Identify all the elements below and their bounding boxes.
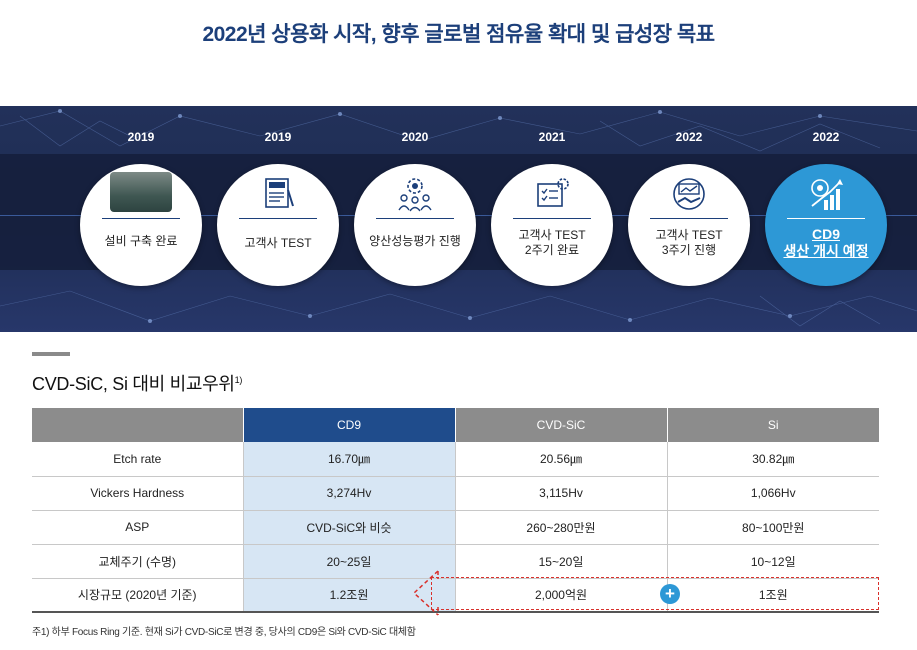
section-accent-bar — [32, 352, 70, 356]
comparison-table: CD9 CVD-SiC Si Etch rate 16.70㎛ 20.56㎛ 3… — [32, 408, 879, 613]
cvd-sic-cell: 20.56㎛ — [454, 442, 667, 477]
cvd-sic-cell: 260~280만원 — [454, 510, 667, 545]
table-header-row: CD9 CVD-SiC Si — [32, 408, 879, 442]
table-row: Etch rate 16.70㎛ 20.56㎛ 30.82㎛ — [32, 442, 879, 477]
page-title: 2022년 상용화 시작, 향후 글로벌 점유율 확대 및 급성장 목표 — [202, 23, 715, 46]
table-row: ASP CVD-SiC와 비슷 260~280만원 80~100만원 — [32, 510, 879, 545]
row-label: Vickers Hardness — [32, 476, 243, 511]
equipment-photo — [110, 172, 172, 212]
milestone-divider — [513, 218, 591, 219]
test-document-icon — [265, 178, 294, 208]
footnote: 주1) 하부 Focus Ring 기준. 현재 Si가 CVD-SiC로 변경… — [32, 627, 416, 638]
year-label: 2020 — [401, 130, 429, 144]
milestone-cd9-production: CD9 생산 개시 예정 — [765, 164, 887, 286]
table-row: 시장규모 (2020년 기준) 1.2조원 2,000억원 1조원 — [32, 578, 879, 613]
milestone-divider — [650, 218, 728, 219]
si-cell: 80~100만원 — [666, 510, 879, 545]
handshake-chart-icon — [673, 178, 705, 210]
year-label: 2021 — [538, 130, 566, 144]
footnote-mark: 1) — [234, 375, 243, 385]
header-si: Si — [666, 408, 879, 442]
checklist-gear-icon — [537, 178, 569, 207]
cvd-sic-cell: 15~20일 — [454, 544, 667, 579]
section-title: CVD-SiC, Si 대비 비교우위1) — [32, 374, 243, 394]
milestone-mass-production-eval: 양산성능평가 진행 — [354, 164, 476, 286]
year-label: 2019 — [127, 130, 155, 144]
row-label: 시장규모 (2020년 기준) — [32, 578, 243, 613]
row-label: ASP — [32, 510, 243, 545]
milestone-divider — [787, 218, 865, 219]
cd9-cell: 16.70㎛ — [242, 442, 455, 477]
milestone-label: 고객사 TEST 3주기 진행 — [655, 228, 723, 257]
plus-icon: + — [660, 584, 680, 604]
header-cvd-sic: CVD-SiC — [454, 408, 667, 442]
year-label: 2022 — [812, 130, 840, 144]
milestone-divider — [376, 218, 454, 219]
cvd-sic-cell: 2,000억원 — [454, 578, 667, 613]
milestone-label: CD9 생산 개시 예정 — [783, 226, 869, 259]
milestone-divider — [102, 218, 180, 219]
milestone-label: 고객사 TEST — [244, 236, 312, 250]
milestone-test-round-2: 고객사 TEST 2주기 완료 — [491, 164, 613, 286]
timeline-banner: 2019 2019 2020 2021 2022 2022 설비 구축 완료 고… — [0, 106, 917, 332]
table-row: 교체주기 (수명) 20~25일 15~20일 10~12일 — [32, 544, 879, 579]
si-cell: 10~12일 — [666, 544, 879, 579]
cd9-cell: CVD-SiC와 비슷 — [242, 510, 455, 545]
row-label: Etch rate — [32, 442, 243, 477]
header-cd9: CD9 — [242, 408, 455, 442]
milestone-customer-test: 고객사 TEST — [217, 164, 339, 286]
si-cell: 1조원 — [666, 578, 879, 613]
row-label: 교체주기 (수명) — [32, 544, 243, 579]
cd9-cell: 3,274Hv — [242, 476, 455, 511]
milestone-divider — [239, 218, 317, 219]
growth-chart-icon — [811, 179, 843, 210]
network-background — [0, 109, 917, 327]
si-cell: 30.82㎛ — [666, 442, 879, 477]
milestone-label: 양산성능평가 진행 — [369, 234, 461, 248]
year-label: 2019 — [264, 130, 292, 144]
team-gear-icon — [398, 178, 432, 212]
year-label: 2022 — [675, 130, 703, 144]
milestone-label: 고객사 TEST 2주기 완료 — [518, 228, 586, 257]
milestone-equipment: 설비 구축 완료 — [80, 164, 202, 286]
si-cell: 1,066Hv — [666, 476, 879, 511]
cd9-cell: 20~25일 — [242, 544, 455, 579]
cvd-sic-cell: 3,115Hv — [454, 476, 667, 511]
milestone-test-round-3: 고객사 TEST 3주기 진행 — [628, 164, 750, 286]
milestone-label: 설비 구축 완료 — [104, 234, 178, 248]
table-row: Vickers Hardness 3,274Hv 3,115Hv 1,066Hv — [32, 476, 879, 511]
header-empty — [32, 408, 243, 442]
cd9-cell: 1.2조원 — [242, 578, 455, 613]
